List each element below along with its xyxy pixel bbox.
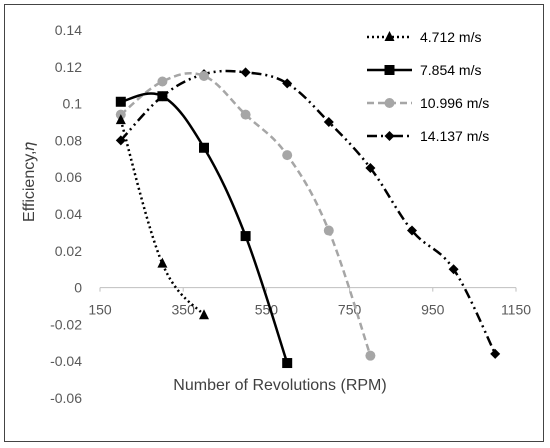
series-0: [115, 114, 209, 320]
y-tick-label: -0.06: [50, 390, 82, 406]
legend-marker: [384, 31, 395, 41]
y-axis-label: Efficiency,𝜂: [21, 142, 38, 222]
y-tick-label: 0.08: [55, 132, 82, 148]
x-tick-label: 950: [421, 302, 445, 318]
legend-marker: [384, 98, 395, 108]
data-point: [199, 71, 209, 81]
series-group: [115, 67, 501, 369]
data-point: [157, 76, 168, 87]
legend-item: 4.712 m/s: [367, 29, 481, 45]
data-point: [115, 114, 126, 125]
data-point: [240, 231, 251, 242]
legend-label: 7.854 m/s: [420, 62, 481, 78]
data-point: [282, 78, 293, 89]
y-tick-label: 0.04: [55, 206, 82, 222]
x-tick-label: 150: [88, 302, 112, 318]
legend-item: 10.996 m/s: [367, 95, 489, 111]
x-tick-label: 350: [172, 302, 196, 318]
data-point: [157, 91, 168, 102]
data-point: [448, 264, 459, 275]
data-point: [115, 96, 126, 107]
y-tick-label: 0.1: [63, 96, 83, 112]
x-tick-label: 550: [255, 302, 279, 318]
data-point: [240, 109, 251, 120]
data-point: [323, 117, 334, 127]
series-line: [119, 69, 497, 355]
series-line: [120, 92, 289, 364]
legend: 4.712 m/s 7.854 m/s 10.996 m/s 14.137 m/s: [367, 29, 489, 144]
data-point: [199, 309, 209, 320]
legend-marker: [384, 131, 395, 141]
x-axis-label: Number of Revolutions (RPM): [173, 377, 386, 394]
legend-label: 10.996 m/s: [420, 95, 489, 111]
legend-label: 4.712 m/s: [420, 29, 481, 45]
y-tick-label: 0.02: [55, 243, 82, 259]
legend-label: 14.137 m/s: [420, 128, 489, 144]
data-point: [365, 350, 376, 361]
series-line: [120, 72, 372, 357]
y-tick-label: -0.04: [50, 353, 82, 369]
y-tick-label: 0.06: [55, 169, 82, 185]
data-point: [157, 257, 168, 268]
y-tick-label: -0.02: [50, 316, 82, 332]
y-tick-label: 0.14: [55, 22, 82, 38]
legend-item: 7.854 m/s: [367, 62, 481, 78]
data-point: [490, 348, 501, 359]
data-point: [407, 225, 417, 236]
y-axis-tick-labels: 0.14 0.12 0.1 0.08 0.06 0.04 0.02 0 -0.02 -0.04 -0…: [50, 22, 82, 406]
data-point: [323, 225, 334, 236]
series-3: [115, 67, 501, 359]
series-1: [115, 91, 293, 369]
series-2: [115, 71, 376, 361]
y-tick-label: 0: [74, 280, 82, 296]
x-axis: 150 350 550 750 950 1150: [88, 287, 531, 318]
legend-marker: [384, 65, 395, 75]
legend-item: 14.137 m/s: [367, 128, 489, 144]
data-point: [282, 150, 293, 161]
chart-frame: [4, 4, 544, 442]
data-point: [282, 358, 293, 369]
y-tick-label: 0.12: [55, 59, 82, 75]
data-point: [240, 67, 251, 78]
series-line: [119, 119, 205, 317]
data-point: [199, 142, 209, 153]
data-point: [115, 135, 126, 146]
data-point: [365, 163, 376, 173]
x-tick-label: 1150: [501, 302, 531, 318]
